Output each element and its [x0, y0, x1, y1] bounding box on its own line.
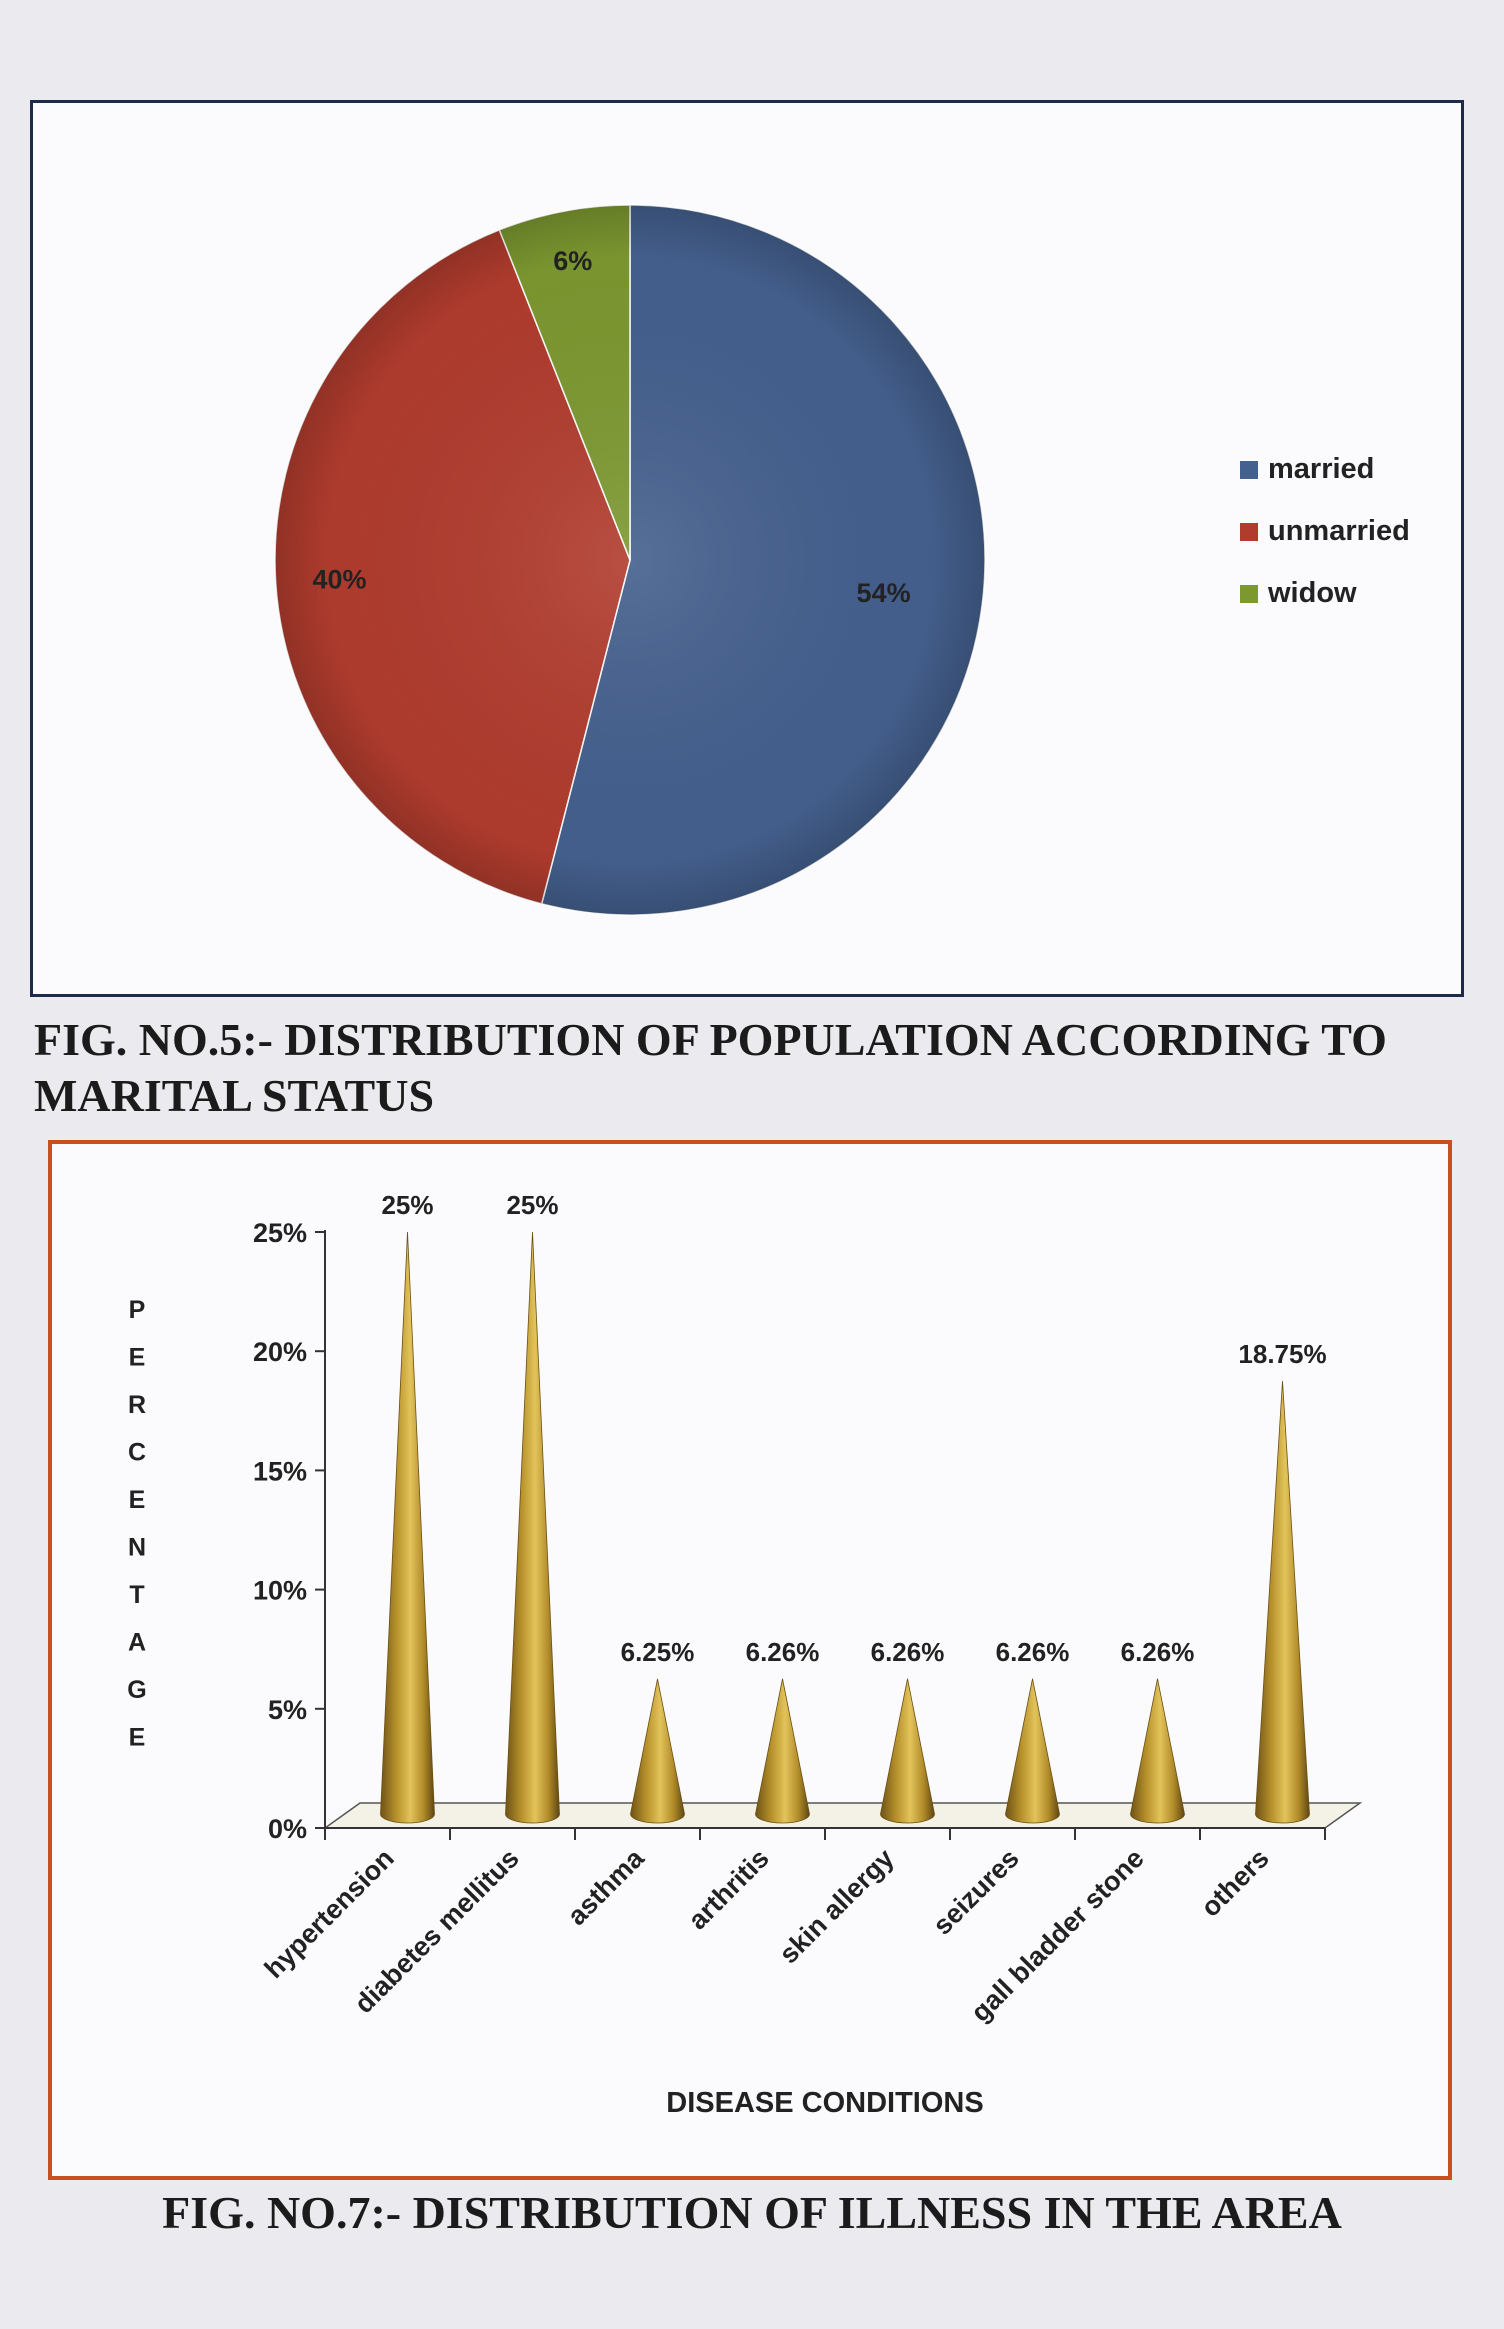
illness-chart-frame: [48, 1140, 1452, 2180]
cone-hypertension: [380, 1231, 435, 1824]
cone-body-skin-allergy: [880, 1678, 935, 1824]
data-label-asthma: 6.25%: [621, 1637, 695, 1667]
y-tick-label: 0%: [268, 1814, 307, 1844]
cone-body-asthma: [630, 1678, 685, 1824]
cone-body-gall-bladder-stone: [1130, 1678, 1185, 1824]
legend-swatch-unmarried: [1240, 523, 1258, 541]
x-tick-label-skin-allergy: skin allergy: [773, 1843, 899, 1969]
data-label-diabetes-mellitus: 25%: [506, 1190, 558, 1220]
figure7-caption: FIG. NO.7:- DISTRIBUTION OF ILLNESS IN T…: [162, 2187, 1342, 2238]
x-tick-label-arthritis: arthritis: [682, 1843, 774, 1935]
marital-status-pie-chart: 54% 40% 6% married unmarried widow: [274, 204, 1410, 916]
x-tick-label-hypertension: hypertension: [259, 1843, 400, 1984]
x-tick-label-asthma: asthma: [562, 1842, 651, 1931]
data-label-arthritis: 6.26%: [746, 1637, 820, 1667]
legend-label-unmarried: unmarried: [1268, 515, 1410, 547]
legend-swatch-married: [1240, 461, 1258, 479]
x-tick-label-seizures: seizures: [927, 1843, 1025, 1941]
x-axis-title: DISEASE CONDITIONS: [666, 2087, 983, 2119]
x-tick-label-others: others: [1195, 1843, 1275, 1923]
cone-seizures: [1005, 1678, 1060, 1824]
cone-arthritis: [755, 1678, 810, 1824]
cone-body-others: [1255, 1380, 1310, 1824]
pie-data-label-married: 54%: [857, 578, 911, 608]
data-label-skin-allergy: 6.26%: [871, 1637, 945, 1667]
cone-asthma: [630, 1678, 685, 1824]
chart-floor: [322, 1802, 1363, 1829]
cone-others: [1255, 1380, 1310, 1824]
y-tick-label: 5%: [268, 1695, 307, 1725]
cone-body-diabetes-mellitus: [505, 1231, 560, 1824]
legend-label-married: married: [1268, 453, 1374, 485]
legend-swatch-widow: [1240, 585, 1258, 603]
cone-gall-bladder-stone: [1130, 1678, 1185, 1824]
cone-body-arthritis: [755, 1678, 810, 1824]
legend-label-widow: widow: [1267, 577, 1357, 609]
cone-skin-allergy: [880, 1678, 935, 1824]
data-label-seizures: 6.26%: [996, 1637, 1070, 1667]
pie-data-label-widow: 6%: [553, 246, 592, 276]
data-label-others: 18.75%: [1238, 1339, 1326, 1369]
data-label-gall-bladder-stone: 6.26%: [1121, 1637, 1195, 1667]
y-tick-label: 25%: [253, 1218, 307, 1248]
cone-body-seizures: [1005, 1678, 1060, 1824]
y-tick-label: 15%: [253, 1456, 307, 1486]
pie-data-label-unmarried: 40%: [312, 564, 366, 594]
data-label-hypertension: 25%: [381, 1190, 433, 1220]
cone-body-hypertension: [380, 1231, 435, 1824]
figure5-caption: FIG. NO.5:- DISTRIBUTION OF POPULATION A…: [34, 1014, 1387, 1121]
cone-diabetes-mellitus: [505, 1231, 560, 1824]
y-tick-label: 20%: [253, 1337, 307, 1367]
y-tick-label: 10%: [253, 1576, 307, 1606]
pie-shading: [275, 205, 985, 915]
